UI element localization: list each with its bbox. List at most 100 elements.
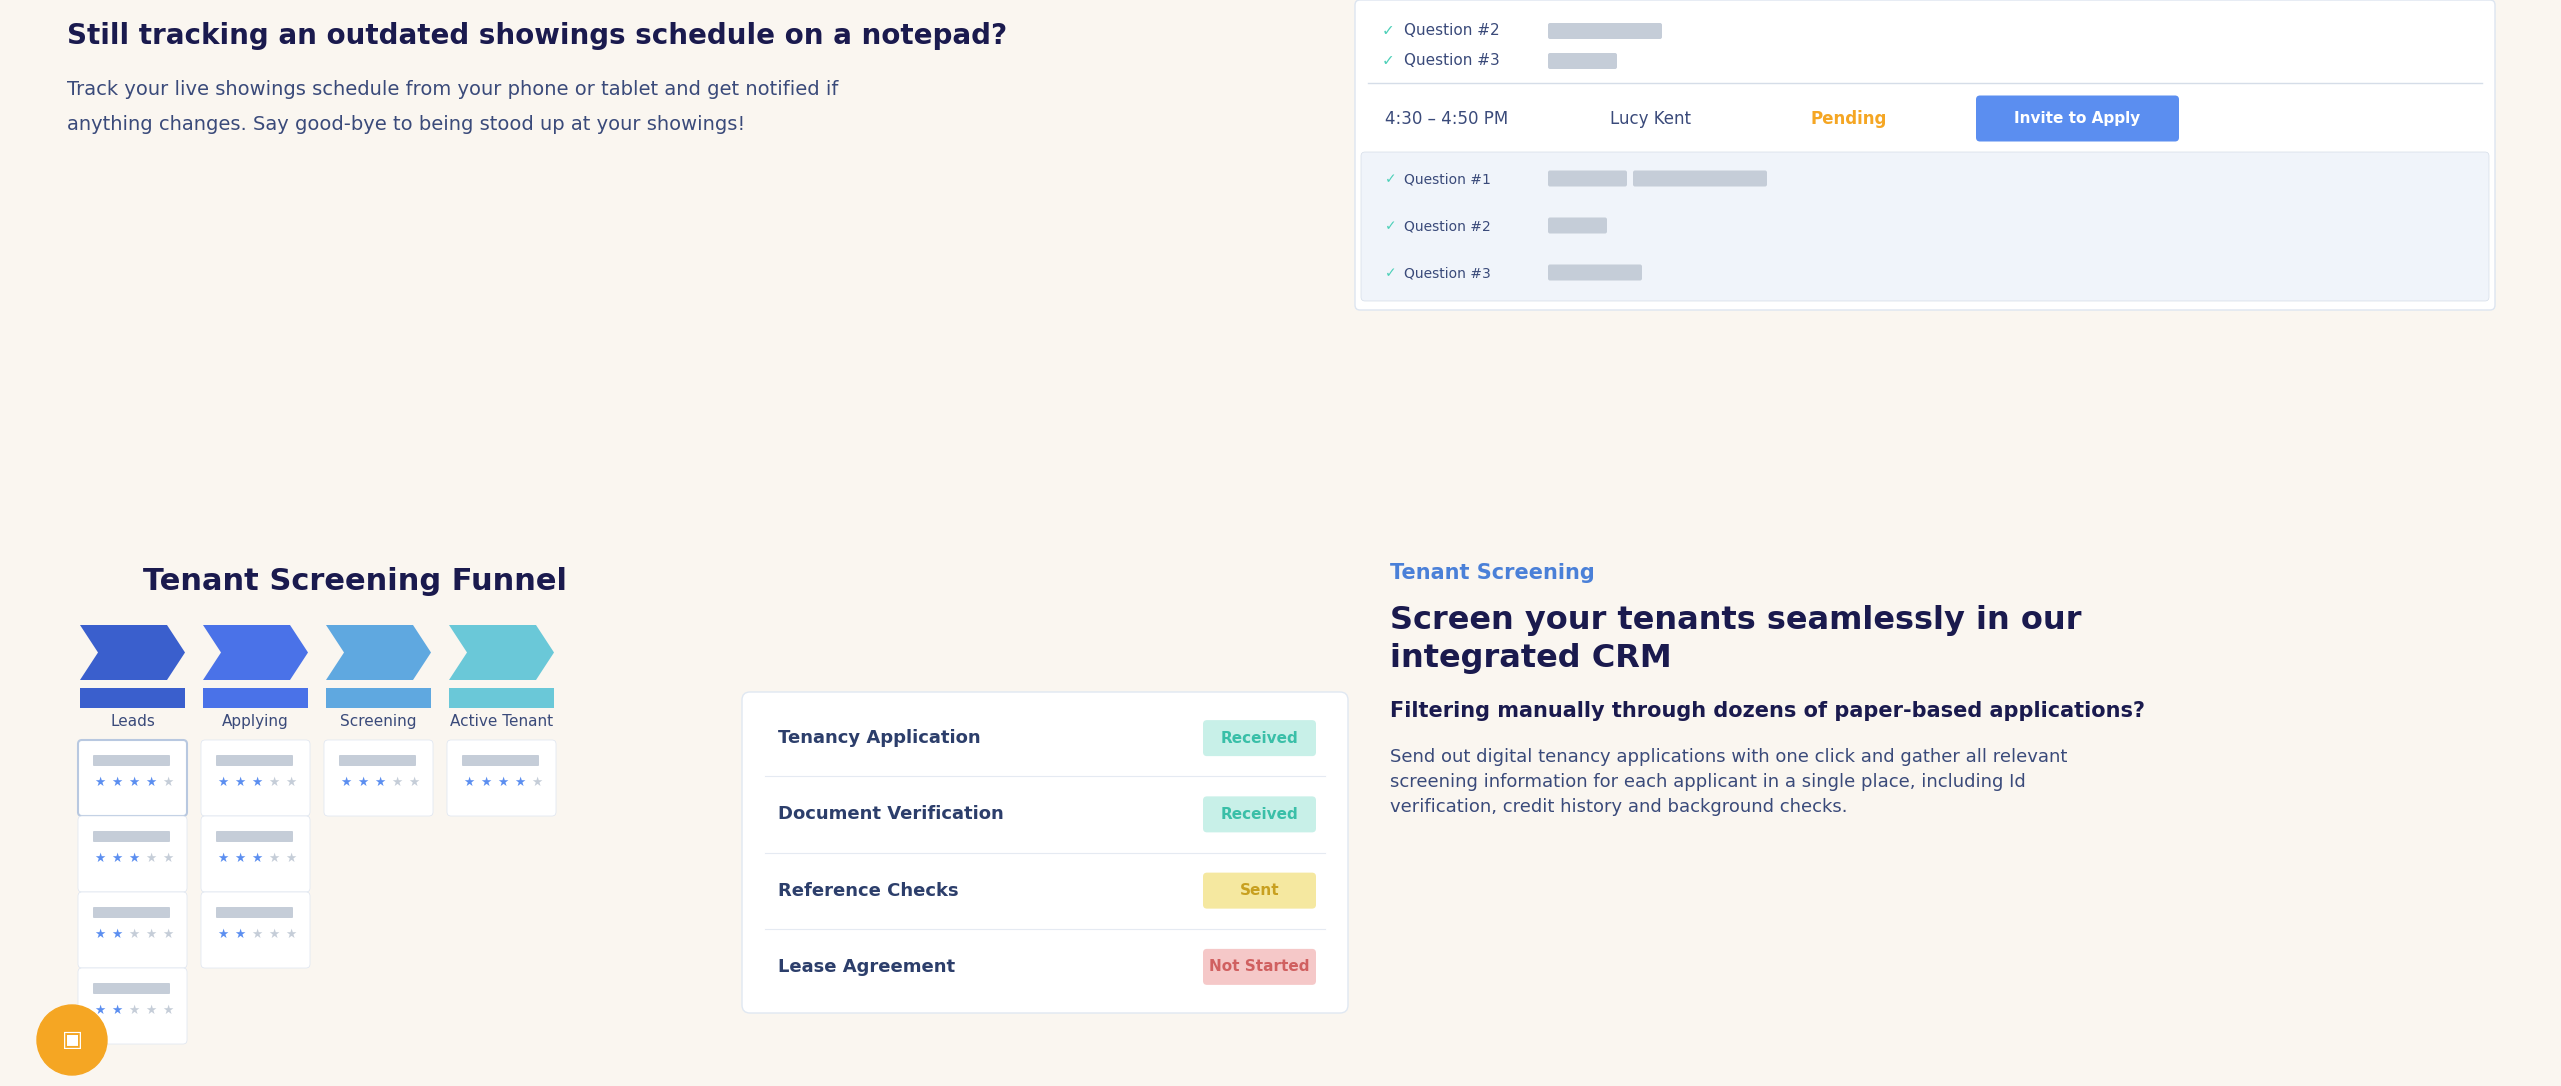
- FancyBboxPatch shape: [92, 983, 169, 994]
- FancyBboxPatch shape: [1204, 720, 1316, 756]
- Text: verification, credit history and background checks.: verification, credit history and backgro…: [1391, 798, 1846, 816]
- Text: ★: ★: [146, 1003, 156, 1016]
- Text: ★: ★: [269, 775, 279, 788]
- Text: ★: ★: [218, 775, 228, 788]
- Text: ★: ★: [110, 775, 123, 788]
- Text: ★: ★: [218, 851, 228, 864]
- FancyBboxPatch shape: [77, 740, 187, 816]
- Polygon shape: [448, 626, 553, 680]
- Text: ★: ★: [341, 775, 351, 788]
- Text: Document Verification: Document Verification: [779, 806, 1004, 823]
- FancyBboxPatch shape: [448, 689, 553, 708]
- Text: ★: ★: [146, 851, 156, 864]
- Text: ✓: ✓: [1386, 173, 1396, 187]
- FancyBboxPatch shape: [325, 740, 433, 816]
- FancyBboxPatch shape: [77, 892, 187, 968]
- FancyBboxPatch shape: [338, 755, 415, 766]
- FancyBboxPatch shape: [325, 689, 430, 708]
- FancyBboxPatch shape: [200, 816, 310, 892]
- Text: ★: ★: [515, 775, 525, 788]
- Text: ★: ★: [233, 851, 246, 864]
- FancyBboxPatch shape: [1204, 796, 1316, 832]
- Text: ★: ★: [269, 851, 279, 864]
- Text: Screening: Screening: [341, 714, 417, 729]
- Text: ★: ★: [374, 775, 384, 788]
- FancyBboxPatch shape: [200, 892, 310, 968]
- FancyBboxPatch shape: [202, 689, 307, 708]
- FancyBboxPatch shape: [92, 831, 169, 842]
- Text: ★: ★: [497, 775, 507, 788]
- Text: ★: ★: [479, 775, 492, 788]
- FancyBboxPatch shape: [92, 907, 169, 918]
- FancyBboxPatch shape: [1977, 96, 2179, 141]
- Circle shape: [36, 1005, 108, 1075]
- FancyBboxPatch shape: [92, 755, 169, 766]
- Text: ★: ★: [110, 927, 123, 940]
- Text: ★: ★: [161, 927, 174, 940]
- FancyBboxPatch shape: [1360, 152, 2489, 301]
- Text: Question #2: Question #2: [1403, 23, 1501, 38]
- FancyBboxPatch shape: [215, 831, 292, 842]
- Text: ★: ★: [161, 1003, 174, 1016]
- FancyBboxPatch shape: [215, 755, 292, 766]
- Text: ★: ★: [251, 927, 261, 940]
- Text: ★: ★: [128, 1003, 138, 1016]
- FancyBboxPatch shape: [1547, 53, 1616, 70]
- Text: Question #1: Question #1: [1403, 173, 1491, 187]
- Text: ▣: ▣: [61, 1030, 82, 1050]
- FancyBboxPatch shape: [200, 740, 310, 816]
- Text: Invite to Apply: Invite to Apply: [2016, 111, 2141, 126]
- FancyBboxPatch shape: [1547, 23, 1662, 39]
- Text: Pending: Pending: [1811, 110, 1887, 127]
- Text: Reference Checks: Reference Checks: [779, 882, 958, 899]
- Text: ★: ★: [146, 927, 156, 940]
- Text: ★: ★: [146, 775, 156, 788]
- Text: ★: ★: [218, 927, 228, 940]
- Text: Track your live showings schedule from your phone or tablet and get notified if: Track your live showings schedule from y…: [67, 80, 837, 99]
- Text: ★: ★: [110, 851, 123, 864]
- Text: Question #3: Question #3: [1403, 53, 1501, 68]
- FancyBboxPatch shape: [1204, 873, 1316, 909]
- Text: Screen your tenants seamlessly in our: Screen your tenants seamlessly in our: [1391, 605, 2082, 636]
- Text: ★: ★: [356, 775, 369, 788]
- FancyBboxPatch shape: [461, 755, 538, 766]
- Polygon shape: [325, 626, 430, 680]
- Text: Sent: Sent: [1240, 883, 1280, 898]
- Text: ★: ★: [128, 775, 138, 788]
- Text: Still tracking an outdated showings schedule on a notepad?: Still tracking an outdated showings sche…: [67, 22, 1006, 50]
- FancyBboxPatch shape: [1634, 171, 1767, 187]
- FancyBboxPatch shape: [1547, 171, 1626, 187]
- Text: Lease Agreement: Lease Agreement: [779, 958, 955, 976]
- Text: ✓: ✓: [1383, 53, 1396, 68]
- FancyBboxPatch shape: [77, 968, 187, 1044]
- Text: ★: ★: [233, 927, 246, 940]
- Text: ★: ★: [161, 775, 174, 788]
- Text: ★: ★: [128, 927, 138, 940]
- Text: ★: ★: [251, 775, 261, 788]
- Text: integrated CRM: integrated CRM: [1391, 643, 1672, 674]
- Text: ✓: ✓: [1383, 23, 1396, 38]
- Text: ✓: ✓: [1386, 266, 1396, 280]
- Text: Applying: Applying: [223, 714, 289, 729]
- FancyBboxPatch shape: [743, 692, 1347, 1013]
- Text: Filtering manually through dozens of paper-based applications?: Filtering manually through dozens of pap…: [1391, 700, 2146, 721]
- FancyBboxPatch shape: [448, 740, 556, 816]
- Text: ★: ★: [251, 851, 261, 864]
- Text: ★: ★: [110, 1003, 123, 1016]
- Text: ★: ★: [284, 851, 297, 864]
- Text: ★: ★: [233, 775, 246, 788]
- Text: Send out digital tenancy applications with one click and gather all relevant: Send out digital tenancy applications wi…: [1391, 748, 2067, 766]
- Text: Received: Received: [1222, 807, 1298, 822]
- Text: Tenant Screening: Tenant Screening: [1391, 563, 1596, 583]
- Text: Not Started: Not Started: [1209, 959, 1309, 974]
- Text: Received: Received: [1222, 731, 1298, 746]
- Text: anything changes. Say good-bye to being stood up at your showings!: anything changes. Say good-bye to being …: [67, 115, 745, 134]
- Text: ★: ★: [95, 927, 105, 940]
- Text: ★: ★: [392, 775, 402, 788]
- Text: Lucy Kent: Lucy Kent: [1611, 110, 1690, 127]
- Text: ✓: ✓: [1386, 219, 1396, 233]
- Polygon shape: [79, 626, 184, 680]
- FancyBboxPatch shape: [1204, 949, 1316, 985]
- Text: ★: ★: [128, 851, 138, 864]
- FancyBboxPatch shape: [79, 689, 184, 708]
